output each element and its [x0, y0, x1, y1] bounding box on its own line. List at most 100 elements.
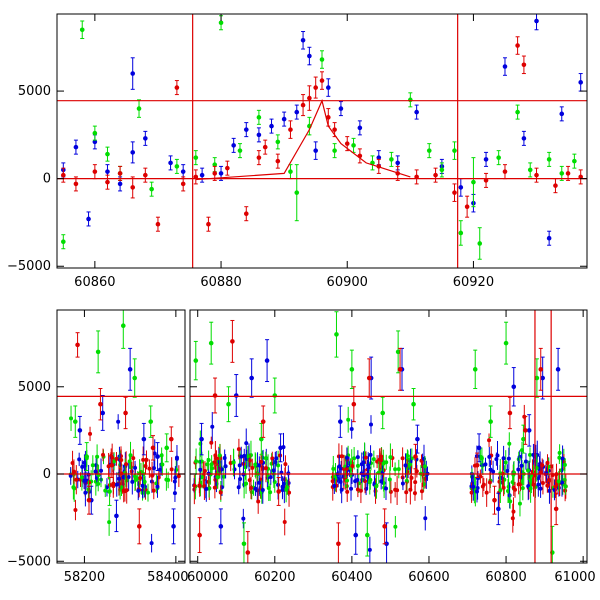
season-2-point — [263, 466, 268, 471]
season-2-point — [242, 453, 247, 458]
season-3-point — [345, 489, 350, 494]
season-2-point — [198, 467, 203, 472]
series-a-point — [117, 181, 123, 187]
series-a-point — [338, 419, 343, 424]
season-2-point — [222, 456, 227, 461]
season-1-point — [129, 469, 134, 474]
series-b-point — [572, 158, 577, 164]
season-2-point — [219, 467, 224, 472]
season-3-point — [400, 456, 405, 461]
season-1-point — [119, 485, 124, 490]
season-3-point — [337, 464, 342, 469]
y-tick-label: 0 — [43, 467, 51, 482]
season-1-point — [159, 453, 164, 458]
series-b-point — [149, 186, 154, 192]
series-a-point — [307, 53, 312, 59]
season-1-point — [101, 452, 106, 457]
season-2-point — [257, 480, 262, 485]
season-4-point — [534, 465, 539, 470]
series-b-point — [488, 419, 493, 424]
series-b-point — [174, 164, 180, 169]
season-1-point — [146, 490, 151, 495]
season-4-point — [523, 459, 528, 464]
season-1-point — [87, 480, 92, 485]
series-a-point — [559, 111, 565, 117]
series-c-point — [344, 141, 350, 146]
series-c-point — [168, 436, 174, 442]
series-c-point — [193, 174, 199, 180]
season-3-point — [408, 459, 413, 464]
series-b-point — [294, 190, 300, 195]
season-1-point — [126, 475, 131, 480]
series-c-point — [313, 85, 318, 90]
season-3-point — [405, 453, 410, 458]
series-c-point — [534, 172, 539, 178]
season-1-point — [169, 467, 174, 472]
season-1-point — [155, 484, 160, 489]
season-1-point — [152, 451, 157, 456]
series-a-point — [534, 18, 539, 24]
season-4-point — [547, 488, 552, 493]
season-3-point — [349, 426, 354, 431]
season-1-point — [114, 482, 119, 487]
series-a-point — [77, 428, 83, 433]
series-c-point — [262, 144, 268, 150]
season-1-point — [151, 488, 156, 493]
series-a-point — [141, 436, 147, 442]
season-4-point — [545, 460, 550, 465]
season-4-point — [475, 476, 480, 481]
series-b-point — [92, 130, 98, 136]
season-1-point — [119, 457, 124, 462]
season-1-point — [133, 477, 138, 482]
series-c-point — [143, 172, 148, 178]
season-2-point — [253, 486, 258, 491]
season-3-point — [371, 457, 376, 462]
series-b-point — [148, 419, 154, 424]
season-3-point — [381, 461, 386, 466]
season-2-point — [247, 458, 252, 463]
series-a-point — [300, 37, 306, 43]
series-c-point — [474, 462, 480, 468]
season-4-point — [471, 484, 476, 489]
season-2-point — [202, 484, 207, 489]
season-3-point — [344, 455, 349, 460]
series-c-point — [578, 174, 583, 180]
season-2-point — [218, 490, 223, 495]
season-1-point — [172, 491, 177, 496]
series-a-point — [526, 428, 532, 433]
season-3-point — [367, 480, 372, 485]
series-a-point — [155, 454, 160, 459]
series-c-point — [230, 339, 235, 344]
season-2-point — [274, 456, 279, 461]
season-4-point — [498, 488, 503, 493]
x-tick-label: 58200 — [64, 570, 105, 585]
season-4-point — [487, 454, 492, 459]
series-a-point — [281, 116, 287, 122]
season-1-point — [124, 488, 129, 493]
season-1-point — [128, 453, 133, 458]
axes-frame — [56, 309, 186, 564]
season-4-point — [508, 499, 513, 504]
y-tick-label: −5000 — [7, 259, 51, 274]
series-b-point — [458, 230, 464, 236]
series-b-point — [334, 332, 339, 337]
series-c-point — [109, 462, 115, 468]
season-1-point — [121, 488, 126, 493]
season-2-point — [239, 454, 244, 459]
season-4-point — [562, 462, 567, 467]
season-2-point — [259, 459, 264, 464]
season-3-point — [374, 484, 379, 489]
season-2-point — [202, 468, 207, 473]
season-2-point — [263, 456, 268, 461]
season-2-point — [249, 486, 254, 491]
season-2-point — [276, 482, 281, 487]
series-b-point — [164, 445, 170, 451]
series-a-point — [105, 169, 110, 174]
series-a-point — [313, 148, 318, 153]
season-2-point — [250, 465, 255, 470]
season-3-point — [358, 488, 363, 493]
series-c-point — [382, 524, 387, 529]
series-a-point — [496, 506, 501, 512]
season-3-point — [332, 483, 337, 488]
series-c-point — [123, 410, 128, 416]
